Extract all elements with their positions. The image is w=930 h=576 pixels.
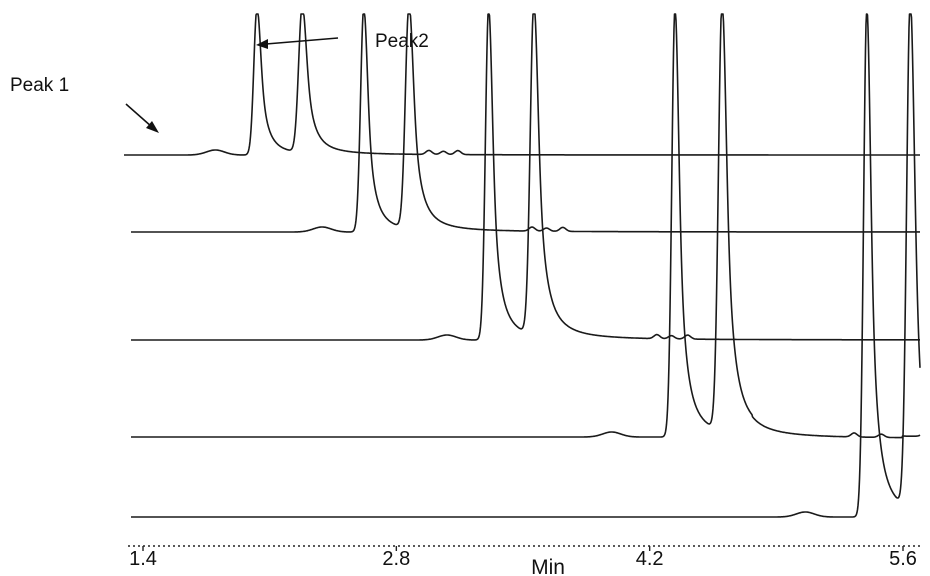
- x-tick-label: 5.6: [889, 548, 917, 570]
- x-tick-label: 4.2: [636, 548, 664, 570]
- trace-2: [130, 13, 921, 233]
- chromatogram-traces: [123, 13, 921, 518]
- trace-3: [130, 13, 921, 341]
- annotation-peak-1-label: Peak 1: [10, 75, 69, 96]
- x-tick-label: 2.8: [382, 548, 410, 570]
- trace-1: [123, 13, 921, 156]
- trace-5: [130, 13, 921, 518]
- annotation-peak-2-label: Peak2: [375, 31, 429, 52]
- annotation-peak-2-arrow: [256, 37, 339, 49]
- trace-4: [130, 13, 921, 439]
- annotation-peak-1-arrow: [125, 103, 159, 133]
- x-tick-label: 1.4: [129, 548, 157, 570]
- x-axis-ticks: 1.4 2.8 4.2 5.6: [129, 546, 917, 570]
- x-axis-title: Min: [531, 556, 565, 576]
